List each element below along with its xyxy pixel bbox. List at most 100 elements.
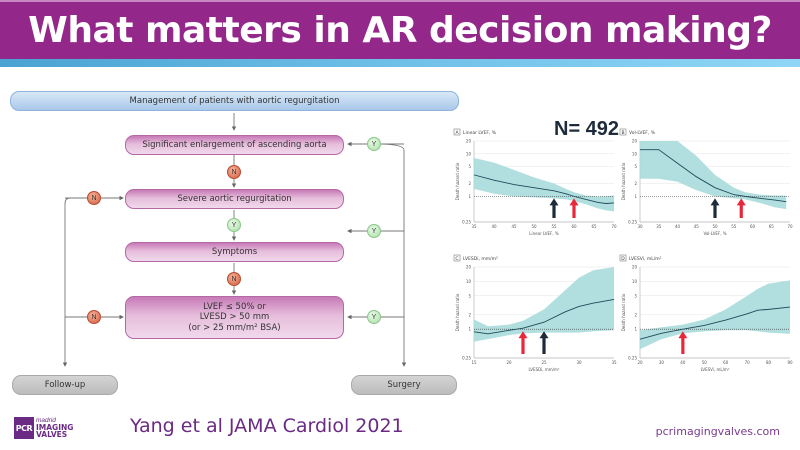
x-tick-label: 20 [506, 360, 512, 365]
chart-title: Linear LVEF, % [463, 130, 497, 136]
panel-letter: D [621, 256, 625, 262]
y-tick-label: 20 [632, 139, 638, 144]
x-tick-label: 55 [731, 224, 737, 229]
flow-node-lv-criteria: LVEF ≤ 50% or LVESD > 50 mm (or > 25 mm/… [125, 296, 344, 339]
connector-left-followup [62, 197, 122, 367]
panel-letter-box [453, 128, 461, 136]
flowchart-connectors [62, 113, 407, 367]
x-tick-label: 45 [694, 224, 700, 229]
y-tick-label: 10 [632, 151, 638, 156]
flow-node-root: Management of patients with aortic regur… [10, 91, 459, 111]
y-tick-label: 1 [634, 327, 637, 332]
arrow-shaft [572, 204, 576, 218]
chart-panel-c: C LVESDi, mm/m² 0.25 1 2 5 10 20 Death hazard ra… [452, 253, 620, 378]
flow-node-symptoms: Symptoms [125, 242, 344, 262]
x-tick-label: 15 [471, 360, 477, 365]
x-tick-label: 65 [769, 224, 775, 229]
chart-svg: D LVESVi, mL/m² 0.25 1 2 5 10 20 Death hazard ra… [619, 254, 793, 372]
x-tick-label: 70 [787, 224, 793, 229]
hazard-ratio-curve [640, 149, 787, 203]
y-tick-label: 20 [632, 265, 638, 270]
y-tick-label: 2 [468, 312, 471, 317]
x-tick-label: 40 [491, 224, 497, 229]
badge-yes: Y [367, 310, 381, 324]
y-tick-label: 0.25 [462, 356, 471, 361]
x-tick-label: 60 [723, 360, 729, 365]
chart-panel-d: D LVESVi, mL/m² 0.25 1 2 5 10 20 Death hazard ra… [618, 253, 796, 378]
arrow-head [678, 331, 688, 339]
logo-line2: VALVES [36, 430, 68, 440]
lv-criteria-line2: LVESD > 50 mm [199, 312, 270, 323]
y-axis-label: Death hazard ratio [621, 293, 626, 331]
badge-no: N [87, 310, 101, 324]
panel-letter: A [455, 130, 459, 136]
lv-criteria-line1: LVEF ≤ 50% or [203, 301, 266, 312]
y-tick-label: 5 [634, 293, 637, 298]
y-tick-label: 10 [466, 279, 472, 284]
x-tick-label: 25 [541, 360, 547, 365]
title-stripe [0, 59, 800, 67]
red-threshold-arrow [569, 198, 579, 218]
x-tick-label: 40 [680, 360, 686, 365]
arrow-shaft [739, 204, 743, 218]
website-link[interactable]: pcrimagingvalves.com [655, 425, 780, 438]
x-tick-label: 65 [591, 224, 597, 229]
y-tick-label: 20 [466, 265, 472, 270]
red-threshold-arrow [678, 331, 688, 354]
flow-node-followup: Follow-up [12, 375, 118, 395]
lv-criteria-line3: (or > 25 mm/m² BSA) [188, 322, 281, 333]
badge-yes: Y [367, 137, 381, 151]
x-tick-label: 60 [750, 224, 756, 229]
y-tick-label: 1 [634, 194, 637, 199]
x-tick-label: 80 [766, 360, 772, 365]
x-tick-label: 40 [675, 224, 681, 229]
chart-panel-a: A Linear LVEF, % 0.25 1 2 5 10 20 Death hazard r… [452, 127, 620, 242]
x-tick-label: 35 [656, 224, 662, 229]
arrow-shaft [552, 204, 556, 218]
red-threshold-arrow [518, 331, 528, 354]
x-tick-label: 55 [551, 224, 557, 229]
hazard-ratio-curve [473, 298, 615, 335]
x-tick-label: 70 [611, 224, 617, 229]
flow-node-severe-ar: Severe aortic regurgitation [125, 189, 344, 209]
x-tick-label: 50 [712, 224, 718, 229]
x-tick-label: 50 [531, 224, 537, 229]
panel-letter: B [621, 130, 624, 136]
y-tick-label: 2 [468, 181, 471, 186]
y-tick-label: 2 [634, 312, 637, 317]
arrow-shaft [542, 337, 546, 354]
x-tick-label: 30 [659, 360, 665, 365]
panel-letter-box [453, 254, 461, 262]
dark-threshold-arrow [710, 198, 720, 218]
x-axis-label: LVESVi, mL/m² [701, 367, 730, 372]
arrow-head [710, 198, 720, 206]
arrow-shaft [521, 337, 525, 354]
chart-title: LVESDi, mm/m² [463, 256, 498, 262]
slide-title: What matters in AR decision making? [28, 10, 772, 51]
arrow-head [539, 331, 549, 339]
y-tick-label: 5 [468, 164, 471, 169]
arrow-shaft [681, 337, 685, 354]
x-tick-label: 45 [511, 224, 517, 229]
x-tick-label: 90 [787, 360, 793, 365]
x-tick-label: 30 [576, 360, 582, 365]
logo-city: madrid [36, 416, 56, 424]
dark-threshold-arrow [539, 331, 549, 354]
y-axis-label: Death hazard ratio [455, 293, 460, 331]
flowchart: Management of patients with aortic regur… [0, 80, 470, 400]
y-tick-label: 2 [634, 181, 637, 186]
chart-title: LVESVi, mL/m² [629, 256, 662, 262]
badge-yes: Y [227, 218, 241, 232]
badge-no: N [87, 191, 101, 205]
citation: Yang et al JAMA Cardiol 2021 [130, 415, 404, 437]
y-tick-label: 0.25 [462, 220, 471, 225]
y-tick-label: 5 [468, 293, 471, 298]
y-tick-label: 10 [632, 279, 638, 284]
x-tick-label: 35 [471, 224, 477, 229]
flow-node-surgery: Surgery [351, 375, 457, 395]
y-tick-label: 1 [468, 327, 471, 332]
confidence-band [640, 280, 790, 350]
x-tick-label: 30 [637, 224, 643, 229]
hazard-ratio-curve [639, 306, 791, 340]
